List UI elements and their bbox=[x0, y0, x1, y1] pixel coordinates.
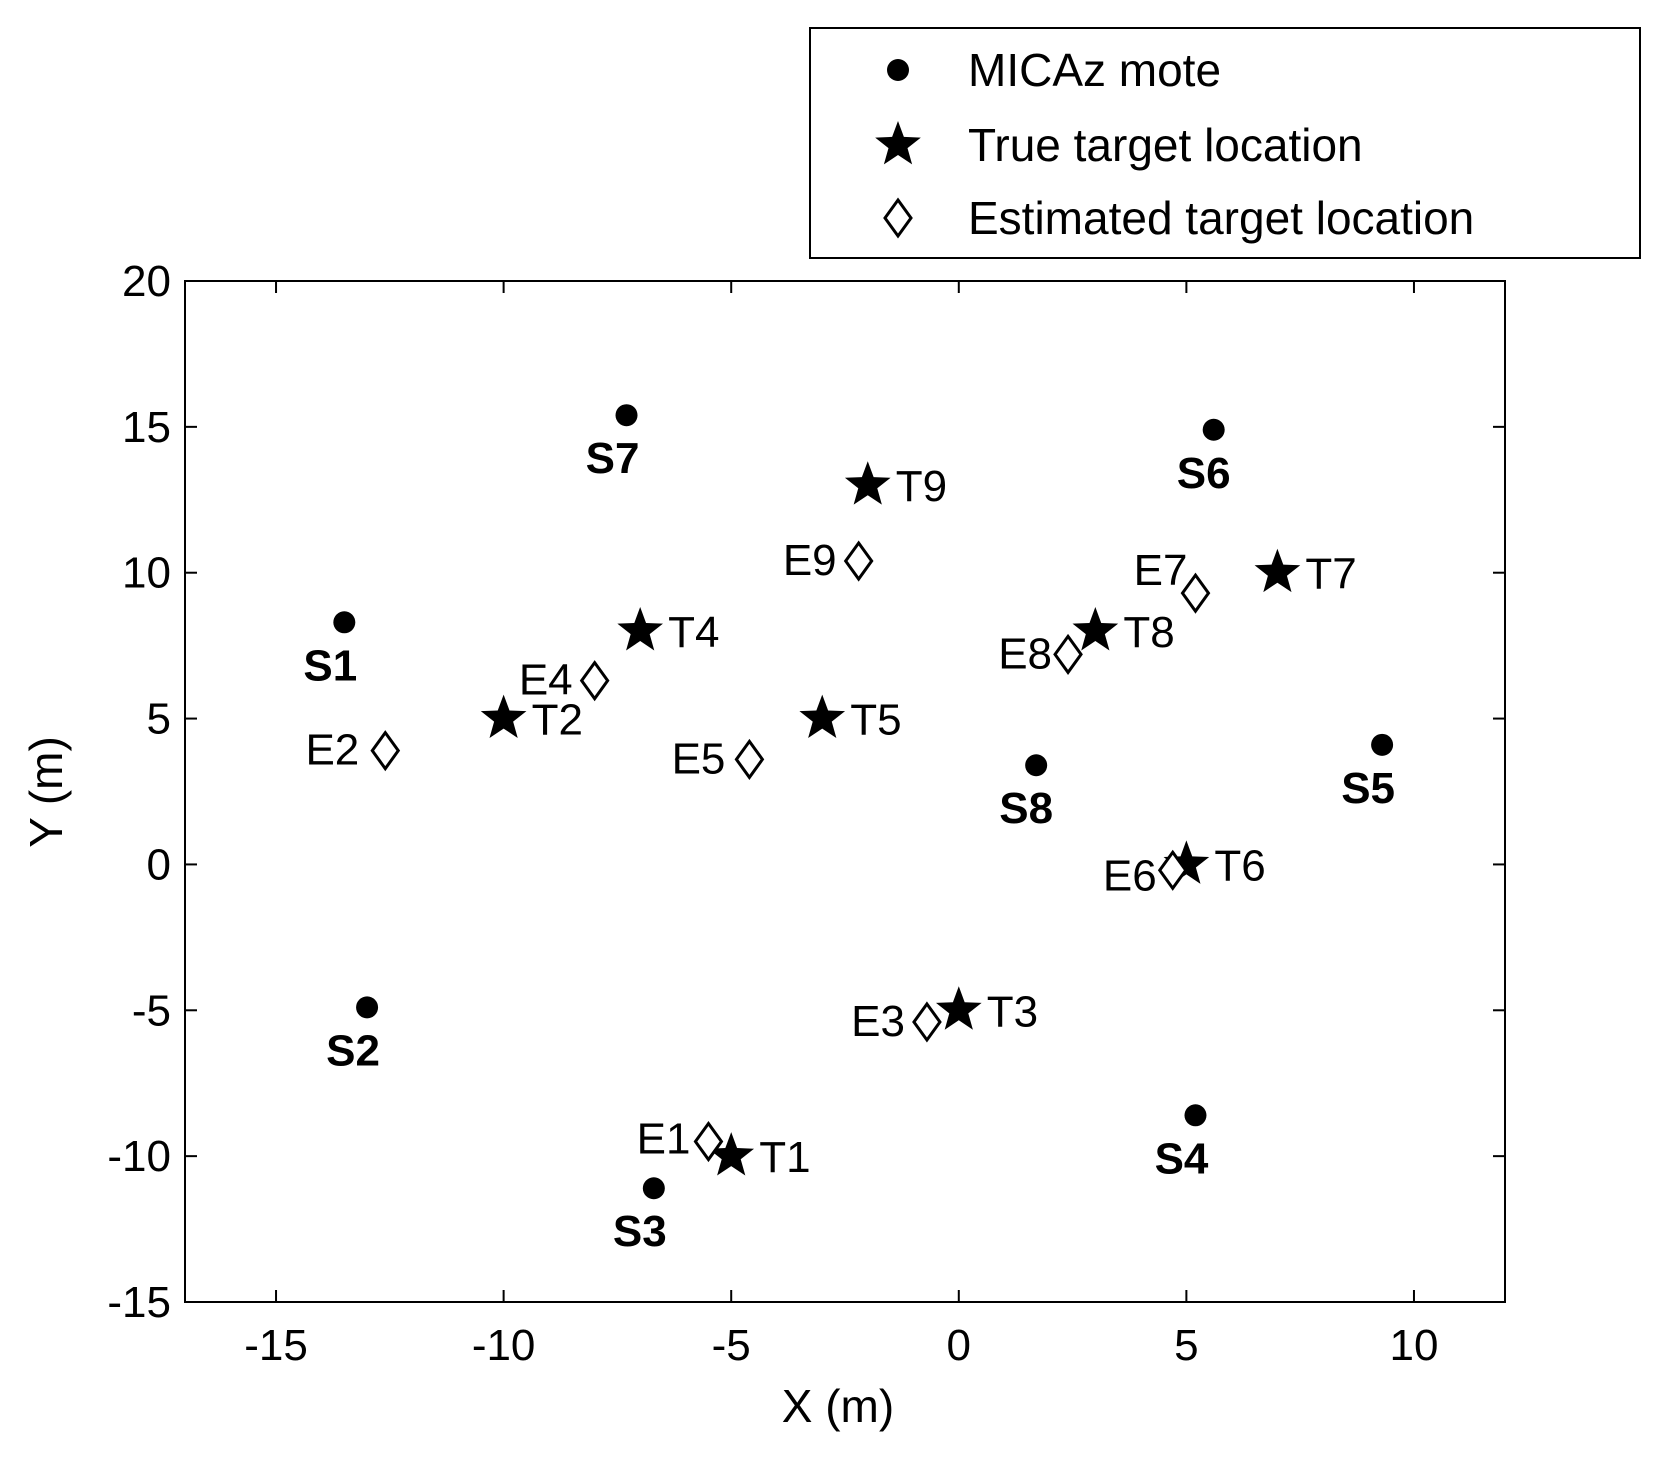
plot-frame bbox=[184, 280, 1506, 1303]
point-label-t8: T8 bbox=[1123, 608, 1174, 657]
true-target-marker-t4 bbox=[617, 607, 663, 651]
estimated-target-marker-e7 bbox=[1180, 572, 1211, 614]
true-target-marker-t3 bbox=[935, 986, 982, 1030]
point-label-e4: E4 bbox=[519, 656, 573, 705]
y-tick-label: 0 bbox=[147, 840, 171, 889]
mote-marker-s3 bbox=[642, 1177, 665, 1200]
y-axis-title: Y (m) bbox=[20, 736, 72, 848]
legend-star-icon bbox=[875, 121, 921, 165]
point-label-t5: T5 bbox=[850, 696, 901, 745]
true-target-marker-t5 bbox=[799, 694, 846, 738]
point-label-s6: S6 bbox=[1177, 449, 1231, 498]
data-marks: S1 S2 S3 S4 S5 S6 S7 S8 T1 T2 T3 T4 T5 T6 T7 T8 T9 E1 E2 E3… bbox=[303, 404, 1395, 1256]
estimated-target-marker-e6 bbox=[1157, 849, 1188, 891]
legend-label: True target location bbox=[968, 119, 1363, 171]
y-tick-label: 5 bbox=[147, 695, 171, 744]
estimated-target-marker-e2 bbox=[370, 730, 401, 772]
point-label-t9: T9 bbox=[896, 462, 947, 511]
point-label-e7: E7 bbox=[1134, 546, 1188, 595]
point-label-e9: E9 bbox=[783, 536, 837, 585]
mote-marker-s8 bbox=[1025, 754, 1048, 777]
true-target-marker-t8 bbox=[1072, 607, 1119, 651]
point-label-s1: S1 bbox=[303, 641, 357, 690]
point-label-t6: T6 bbox=[1214, 841, 1265, 890]
estimated-target-marker-e1 bbox=[693, 1120, 724, 1163]
y-tick-label: 10 bbox=[122, 549, 171, 598]
x-tick-label: 10 bbox=[1389, 1321, 1438, 1370]
point-label-s2: S2 bbox=[326, 1026, 380, 1075]
legend-label: Estimated target location bbox=[968, 192, 1474, 244]
legend-circle-icon bbox=[887, 59, 909, 81]
estimated-target-marker-e3 bbox=[912, 1001, 942, 1043]
x-tick-label: 0 bbox=[947, 1321, 971, 1370]
estimated-target-marker-e5 bbox=[734, 738, 765, 780]
point-label-s3: S3 bbox=[613, 1207, 667, 1256]
point-label-e5: E5 bbox=[672, 734, 726, 783]
legend: MICAz mote True target location Estimated … bbox=[809, 27, 1641, 259]
legend-diamond-icon bbox=[883, 197, 913, 239]
point-label-e2: E2 bbox=[305, 726, 359, 775]
axis-ticks bbox=[185, 280, 1505, 1303]
mote-marker-s1 bbox=[333, 611, 356, 634]
mote-marker-s5 bbox=[1371, 733, 1394, 756]
x-tick-label: -10 bbox=[472, 1321, 536, 1370]
point-label-s7: S7 bbox=[586, 434, 640, 483]
point-label-t3: T3 bbox=[987, 987, 1038, 1036]
y-tick-label: -5 bbox=[132, 986, 171, 1035]
legend-entries: MICAz mote True target location Estimated … bbox=[875, 44, 1474, 244]
estimated-target-marker-e8 bbox=[1053, 633, 1083, 675]
estimated-target-marker-e4 bbox=[579, 660, 610, 702]
x-tick-label: 5 bbox=[1174, 1321, 1198, 1370]
x-tick-labels: -15 -10 -5 0 5 10 bbox=[244, 1321, 1438, 1370]
point-label-t4: T4 bbox=[668, 608, 719, 657]
true-target-marker-t7 bbox=[1254, 548, 1301, 593]
y-tick-labels: 20 15 10 5 0 -5 -10 -15 bbox=[107, 257, 171, 1327]
x-tick-label: -5 bbox=[712, 1321, 751, 1370]
point-label-s8: S8 bbox=[999, 784, 1053, 833]
point-label-t1: T1 bbox=[759, 1133, 810, 1182]
point-label-e6: E6 bbox=[1103, 851, 1157, 900]
point-label-s4: S4 bbox=[1155, 1134, 1209, 1183]
true-target-marker-t6 bbox=[1163, 840, 1210, 884]
point-label-e8: E8 bbox=[998, 629, 1052, 678]
true-target-marker-t2 bbox=[480, 694, 527, 738]
mote-marker-s6 bbox=[1202, 418, 1225, 441]
mote-marker-s2 bbox=[356, 996, 379, 1019]
y-tick-label: 15 bbox=[122, 403, 171, 452]
y-tick-label: 20 bbox=[122, 257, 171, 306]
mote-marker-s4 bbox=[1184, 1104, 1207, 1127]
point-label-t7: T7 bbox=[1305, 550, 1356, 599]
y-tick-label: -15 bbox=[107, 1278, 171, 1327]
true-target-marker-t1 bbox=[708, 1132, 755, 1176]
true-target-marker-t9 bbox=[844, 461, 891, 505]
point-label-e1: E1 bbox=[637, 1115, 691, 1164]
legend-box bbox=[809, 27, 1641, 259]
point-label-t2: T2 bbox=[532, 696, 583, 745]
x-axis-title: X (m) bbox=[782, 1380, 894, 1432]
point-label-s5: S5 bbox=[1341, 764, 1395, 813]
mote-marker-s7 bbox=[615, 404, 638, 427]
point-label-e3: E3 bbox=[851, 997, 905, 1046]
x-tick-label: -15 bbox=[244, 1321, 308, 1370]
y-tick-label: -10 bbox=[107, 1132, 171, 1181]
legend-label: MICAz mote bbox=[968, 44, 1221, 96]
estimated-target-marker-e9 bbox=[843, 540, 874, 582]
